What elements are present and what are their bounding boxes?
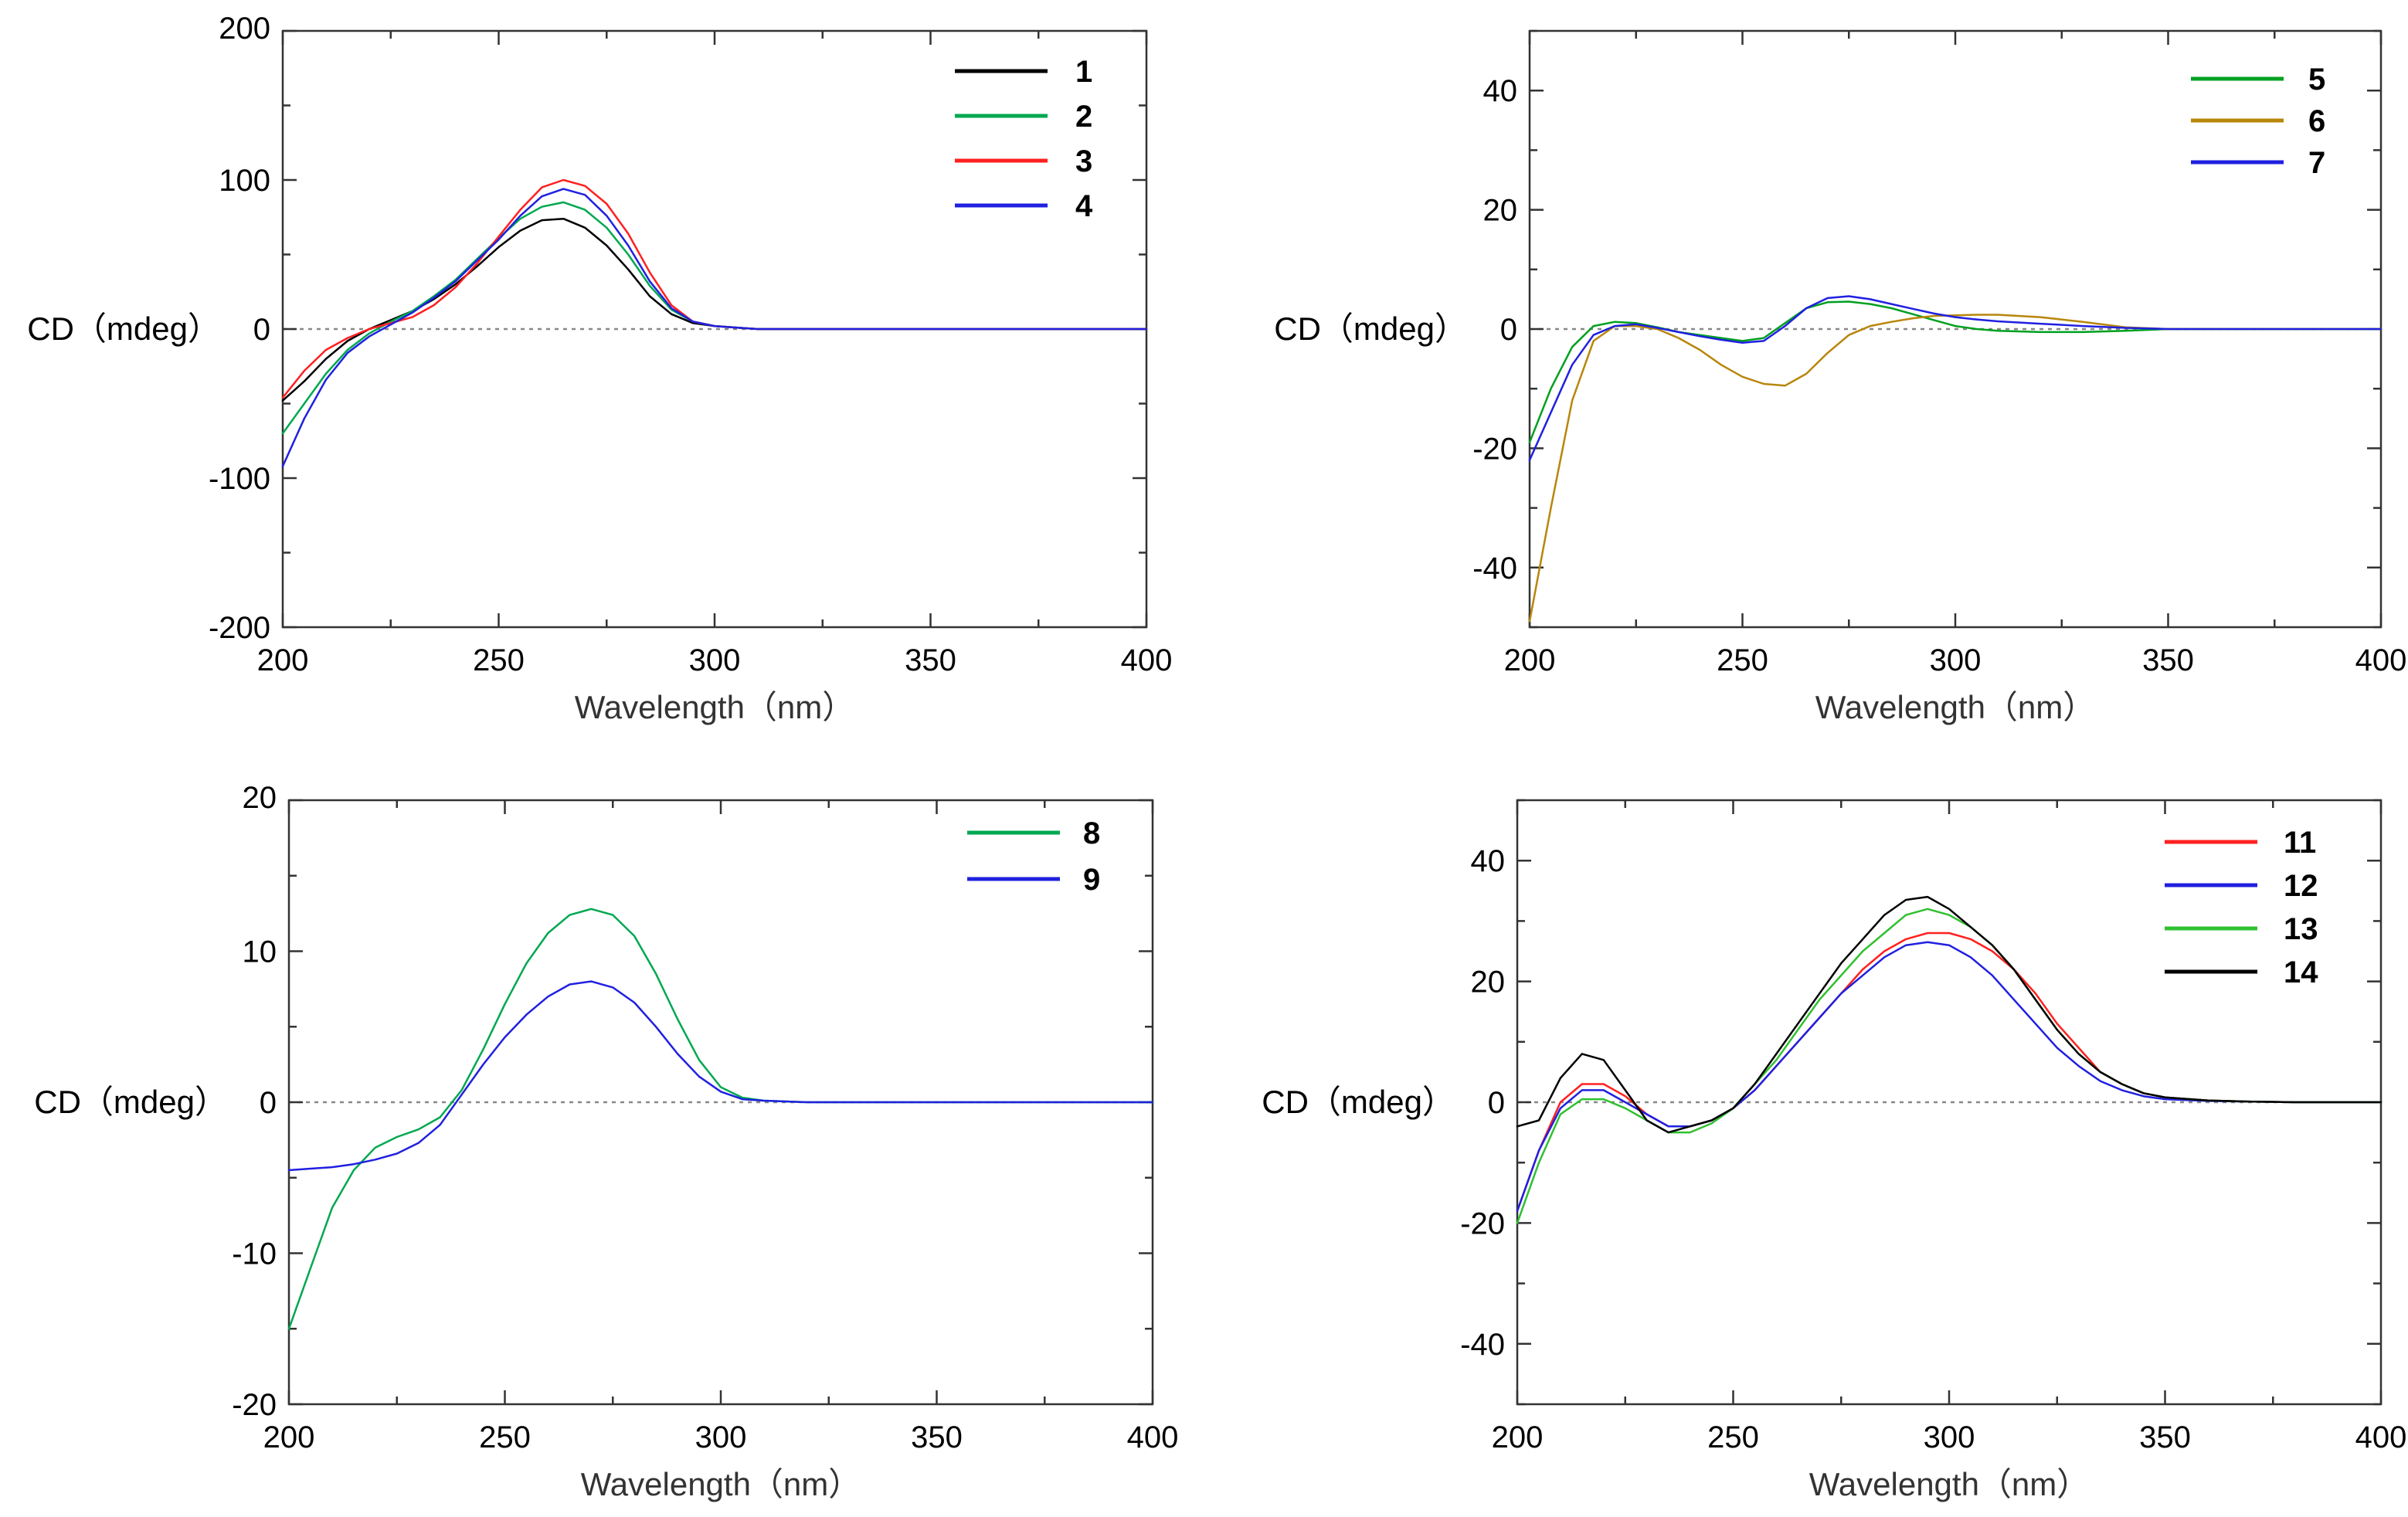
y-tick-label: 0 <box>1500 313 1517 347</box>
y-axis-title: CD（mdeg） <box>34 1084 227 1120</box>
y-tick-label: 100 <box>219 164 270 198</box>
series-line-13 <box>1516 908 2383 1224</box>
series-line-1 <box>281 217 1148 402</box>
y-tick-label: -40 <box>1460 1328 1505 1362</box>
y-tick-label: 20 <box>243 781 277 815</box>
y-tick-label: 0 <box>1488 1086 1505 1120</box>
y-tick-label: 0 <box>260 1086 277 1120</box>
legend-label-11: 11 <box>2284 826 2316 860</box>
legend-label-1: 1 <box>1075 55 1092 89</box>
y-axis-title: CD（mdeg） <box>1274 311 1467 347</box>
series-line-5 <box>1528 300 2383 443</box>
legend-label-7: 7 <box>2308 146 2325 180</box>
y-tick-label: -200 <box>209 611 270 645</box>
legend-label-12: 12 <box>2284 869 2318 903</box>
y-tick-label: -20 <box>232 1388 277 1422</box>
x-tick-label: 300 <box>695 1420 747 1454</box>
x-tick-label: 350 <box>2142 643 2194 677</box>
y-tick-label: 20 <box>1471 966 1506 999</box>
legend-label-8: 8 <box>1083 816 1100 850</box>
series-line-8 <box>287 908 1154 1330</box>
chart-panel-bottom-left: 200 250 300 350 400 -20 -10 0 10 20 Wavelength（nm）… <box>34 781 1178 1502</box>
series-line-6 <box>1528 314 2383 623</box>
x-tick-label: 350 <box>905 643 956 677</box>
chart-panel-top-left: 200 250 300 350 400 -200 -100 0 100 200 Wavelength… <box>27 12 1172 725</box>
series-line-9 <box>287 980 1154 1172</box>
series-line-12 <box>1516 941 2383 1213</box>
y-tick-label: 40 <box>1483 74 1518 108</box>
x-axis-title: Wavelength（nm） <box>1809 1466 2090 1502</box>
x-tick-label: 300 <box>689 643 741 677</box>
series-line-14 <box>1516 895 2383 1134</box>
y-tick-label: -100 <box>209 462 270 496</box>
x-tick-label: 200 <box>257 643 309 677</box>
series-line-11 <box>1516 932 2383 1213</box>
x-tick-label: 400 <box>2355 643 2407 677</box>
y-axis-title: CD（mdeg） <box>27 311 220 347</box>
y-tick-label: 10 <box>243 935 277 969</box>
x-tick-label: 250 <box>1717 643 1768 677</box>
legend-label-13: 13 <box>2284 912 2318 946</box>
chart-panel-bottom-right: 200 250 300 350 400 -40 -20 0 20 40 Wavelength（nm）… <box>1262 799 2407 1502</box>
x-tick-label: 250 <box>473 643 525 677</box>
x-axis-title: Wavelength（nm） <box>581 1466 861 1502</box>
legend-label-9: 9 <box>1083 863 1100 897</box>
y-tick-label: -40 <box>1472 551 1517 585</box>
y-tick-label: -10 <box>232 1237 277 1271</box>
series-line-4 <box>281 188 1148 467</box>
legend-label-3: 3 <box>1075 144 1092 178</box>
y-tick-label: -20 <box>1472 432 1517 466</box>
x-tick-label: 200 <box>1492 1420 1544 1454</box>
series-line-7 <box>1528 295 2383 462</box>
legend-label-4: 4 <box>1075 189 1093 223</box>
y-tick-label: 0 <box>253 313 270 347</box>
x-axis-title: Wavelength（nm） <box>575 689 855 725</box>
legend-label-14: 14 <box>2284 955 2318 989</box>
x-tick-label: 250 <box>1707 1420 1759 1454</box>
x-tick-label: 200 <box>1504 643 1556 677</box>
x-tick-label: 350 <box>911 1420 963 1454</box>
x-tick-label: 300 <box>1924 1420 1975 1454</box>
y-axis-title: CD（mdeg） <box>1262 1084 1455 1120</box>
y-tick-label: 200 <box>219 12 270 46</box>
series-line-3 <box>281 178 1148 399</box>
legend-label-2: 2 <box>1075 100 1092 134</box>
x-tick-label: 250 <box>479 1420 531 1454</box>
legend-label-6: 6 <box>2308 104 2325 138</box>
x-tick-label: 400 <box>1127 1420 1179 1454</box>
x-tick-label: 350 <box>2139 1420 2191 1454</box>
x-tick-label: 400 <box>2355 1420 2407 1454</box>
chart-panel-top-right: 200 250 300 350 400 -40 -20 0 20 40 Wavelength（nm）… <box>1274 29 2407 725</box>
y-tick-label: 20 <box>1483 194 1518 228</box>
y-tick-label: -20 <box>1460 1206 1505 1240</box>
x-tick-label: 400 <box>1121 643 1173 677</box>
legend-label-5: 5 <box>2308 63 2325 97</box>
x-axis-title: Wavelength（nm） <box>1815 689 2096 725</box>
x-tick-label: 300 <box>1930 643 1982 677</box>
x-tick-label: 200 <box>263 1420 315 1454</box>
y-tick-label: 40 <box>1471 844 1506 878</box>
